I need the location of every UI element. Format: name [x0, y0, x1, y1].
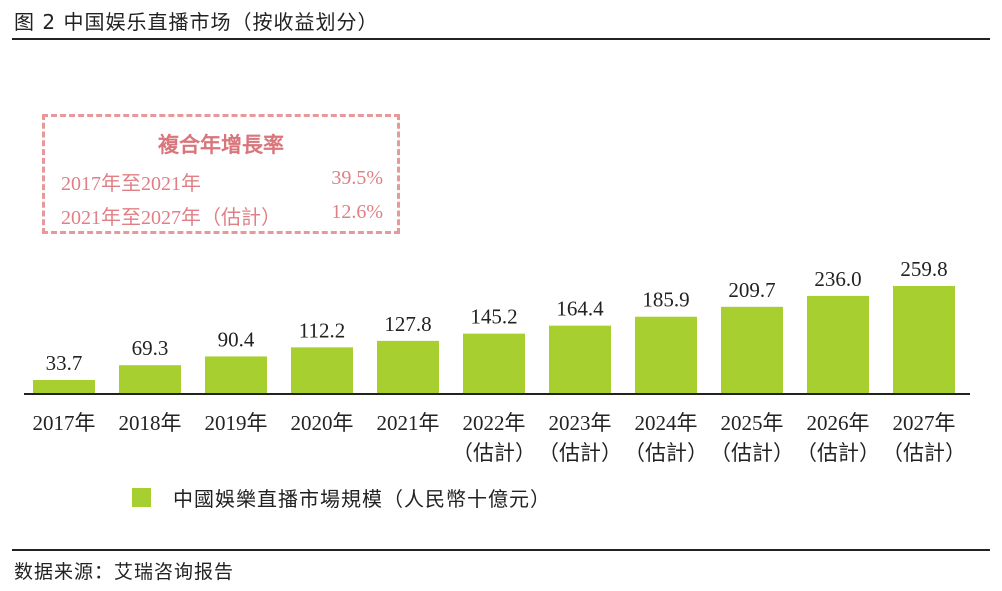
x-tick-sublabel: （估計）: [624, 441, 708, 465]
x-tick-label: 2019年: [205, 411, 268, 435]
bar-2019年: [205, 356, 267, 394]
cagr-row-2: 2021年至2027年（估計） 12.6%: [61, 201, 383, 231]
x-tick-sublabel: （估計）: [882, 441, 966, 465]
bar-2023年: [549, 325, 611, 394]
value-label: 33.7: [46, 351, 83, 375]
source-note: 数据来源：艾瑞咨询报告: [14, 561, 235, 583]
bar-2022年: [463, 333, 525, 394]
x-tick-label: 2020年: [291, 411, 354, 435]
x-tick-label: 2026年: [807, 411, 870, 435]
x-tick-label: 2023年: [549, 411, 612, 435]
cagr-row-2-value: 12.6%: [331, 201, 383, 223]
bar-2020年: [291, 347, 353, 394]
bar-2025年: [721, 306, 783, 394]
bar-2017年: [33, 379, 95, 394]
value-label: 164.4: [556, 297, 604, 321]
value-label: 236.0: [814, 267, 861, 291]
cagr-box: 複合年增長率 2017年至2021年 39.5% 2021年至2027年（估計）…: [42, 114, 400, 234]
cagr-row-2-label: 2021年至2027年（估計）: [61, 207, 281, 229]
cagr-title: 複合年增長率: [158, 133, 284, 157]
bar-2021年: [377, 340, 439, 394]
value-label: 69.3: [132, 336, 169, 360]
value-label: 145.2: [470, 305, 517, 329]
legend-swatch: [132, 488, 151, 507]
x-tick-label: 2018年: [119, 411, 182, 435]
value-label: 209.7: [728, 278, 775, 302]
x-tick-label: 2024年: [635, 411, 698, 435]
top-rule: [12, 38, 990, 40]
legend: 中國娛樂直播市場規模（人民幣十億元）: [132, 483, 551, 512]
value-label: 90.4: [218, 327, 255, 351]
figure-title: 图 2 中国娱乐直播市场（按收益划分）: [14, 10, 379, 34]
x-tick-label: 2021年: [377, 411, 440, 435]
value-label: 112.2: [299, 318, 345, 342]
x-tick-label: 2025年: [721, 411, 784, 435]
cagr-row-1-label: 2017年至2021年: [61, 173, 201, 195]
bottom-rule: [12, 549, 990, 551]
bar-2026年: [807, 295, 869, 394]
cagr-row-1: 2017年至2021年 39.5%: [61, 167, 383, 197]
legend-label: 中國娛樂直播市場規模（人民幣十億元）: [173, 487, 551, 511]
bar-2024年: [635, 316, 697, 394]
x-tick-sublabel: （估計）: [796, 441, 880, 465]
value-label: 185.9: [642, 288, 689, 312]
bar-chart: 33.7 2017年 69.3 2018年 90.4 2019年 112.2 2020年 127…: [24, 257, 970, 465]
x-tick-label: 2022年: [463, 411, 526, 435]
x-tick-sublabel: （估計）: [452, 441, 536, 465]
x-tick-sublabel: （估計）: [710, 441, 794, 465]
x-tick-sublabel: （估計）: [538, 441, 622, 465]
x-tick-label: 2027年: [893, 411, 956, 435]
bar-2027年: [893, 286, 955, 394]
value-label: 127.8: [384, 312, 431, 336]
bar-2018年: [119, 365, 181, 394]
x-tick-label: 2017年: [33, 411, 96, 435]
cagr-row-1-value: 39.5%: [331, 167, 383, 189]
value-label: 259.8: [900, 257, 947, 281]
